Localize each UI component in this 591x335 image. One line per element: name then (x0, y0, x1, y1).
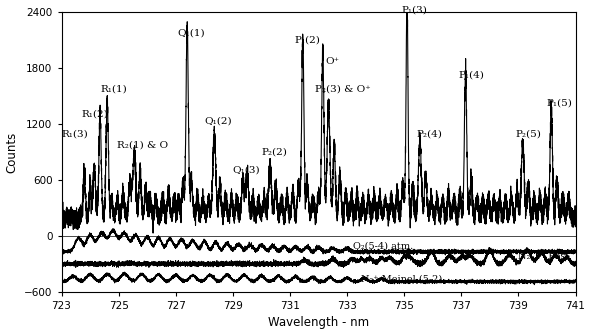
Text: P₁(2): P₁(2) (294, 36, 320, 45)
Text: R₁(3): R₁(3) (61, 130, 87, 139)
Text: P₁(5): P₁(5) (547, 98, 573, 107)
Text: N₂ 1ˢᵗ Pos.: N₂ 1ˢᵗ Pos. (518, 252, 569, 261)
Text: P₁(4): P₁(4) (459, 70, 484, 79)
Text: P₂(3) & O⁺: P₂(3) & O⁺ (315, 84, 371, 93)
Text: O⁺: O⁺ (326, 57, 340, 66)
Text: P₁(3): P₁(3) (401, 6, 427, 15)
Text: Q₁(3): Q₁(3) (232, 165, 259, 174)
Text: R₂(1) & O: R₂(1) & O (118, 140, 168, 149)
Text: P₂(4): P₂(4) (417, 130, 443, 139)
Y-axis label: Counts: Counts (5, 131, 18, 173)
Text: P₂(5): P₂(5) (515, 130, 541, 139)
Text: Q₁(1): Q₁(1) (178, 28, 205, 37)
Text: Q₁(2): Q₁(2) (204, 116, 232, 125)
Text: P₂(2): P₂(2) (261, 148, 287, 156)
Text: R₁(1): R₁(1) (101, 84, 128, 93)
Text: O₂(5-4) atm.: O₂(5-4) atm. (353, 241, 413, 250)
X-axis label: Wavelength - nm: Wavelength - nm (268, 317, 369, 329)
Text: R₁(2): R₁(2) (81, 109, 108, 118)
Text: N₂⁺ Meinel (5-2): N₂⁺ Meinel (5-2) (361, 274, 443, 283)
